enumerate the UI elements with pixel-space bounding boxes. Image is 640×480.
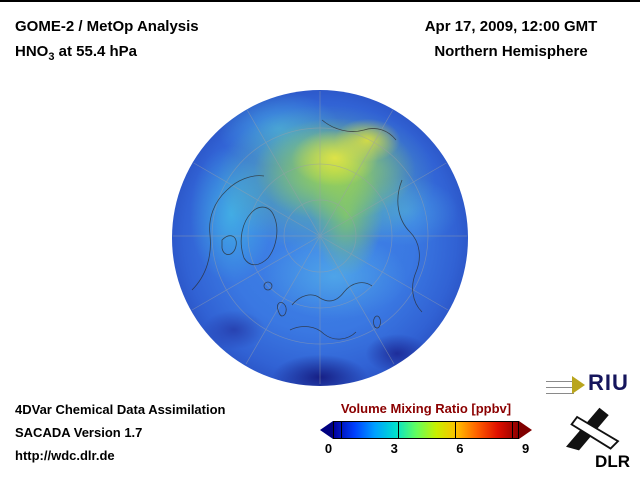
riu-triangle-icon bbox=[572, 376, 585, 394]
analysis-title: GOME-2 / MetOp Analysis bbox=[15, 18, 199, 35]
coastline-scandinavia bbox=[291, 282, 373, 306]
riu-logo-text: RIU bbox=[588, 370, 629, 395]
tick-label-0: 0 bbox=[324, 441, 333, 456]
tick-mark-0 bbox=[341, 422, 343, 438]
formula-rest: at 55.4 hPa bbox=[54, 43, 138, 60]
coastline-siberia bbox=[397, 179, 423, 313]
tick-mark-9 bbox=[512, 422, 514, 438]
version-label: SACADA Version 1.7 bbox=[15, 425, 143, 440]
riu-logo-line bbox=[546, 387, 574, 388]
species-level-title: HNO3 at 55.4 hPa bbox=[15, 39, 199, 70]
url-label: http://wdc.dlr.de bbox=[15, 448, 115, 463]
colorbar-right-arrow bbox=[519, 421, 532, 439]
coastline-greenland bbox=[240, 206, 278, 266]
coastline-caspian bbox=[373, 315, 381, 329]
colorbar-gradient bbox=[333, 421, 519, 439]
formula-base: HNO bbox=[15, 43, 49, 60]
dlr-wings-icon bbox=[566, 407, 620, 451]
tick-mark-3 bbox=[398, 422, 400, 438]
assimilation-label: 4DVar Chemical Data Assimilation bbox=[15, 402, 226, 417]
tick-label-3: 3 bbox=[390, 441, 398, 456]
header-right: Apr 17, 2009, 12:00 GMT Northern Hemisph… bbox=[395, 14, 627, 64]
riu-logo-line bbox=[546, 393, 574, 394]
colorbar: Volume Mixing Ratio [ppbv] 0 3 6 9 bbox=[320, 401, 532, 459]
coastline-iceland bbox=[263, 281, 273, 291]
coastlines bbox=[191, 119, 423, 340]
hemisphere-label: Northern Hemisphere bbox=[434, 43, 588, 60]
coastline-south-europe bbox=[289, 326, 357, 340]
tick-mark-6 bbox=[455, 422, 457, 438]
coastline-bering bbox=[321, 119, 397, 141]
header-left: GOME-2 / MetOp Analysis HNO3 at 55.4 hPa bbox=[15, 14, 199, 70]
colorbar-title: Volume Mixing Ratio [ppbv] bbox=[340, 401, 512, 416]
colorbar-bar bbox=[320, 421, 532, 439]
tick-label-9: 9 bbox=[522, 441, 530, 456]
dlr-logo: DLR bbox=[560, 404, 630, 472]
colorbar-left-arrow bbox=[320, 421, 333, 439]
coastline-hudson bbox=[221, 235, 237, 255]
hemisphere-map bbox=[172, 90, 468, 386]
tick-label-6: 6 bbox=[456, 441, 464, 456]
colorbar-tick-labels: 0 3 6 9 bbox=[320, 441, 532, 459]
riu-logo-line bbox=[546, 381, 574, 382]
footer-credits: 4DVar Chemical Data Assimilation SACADA … bbox=[15, 398, 226, 467]
formula-subscript: 3 bbox=[48, 51, 55, 63]
graticule bbox=[173, 91, 467, 384]
coastline-north-america bbox=[191, 175, 265, 291]
coastline-britain bbox=[277, 302, 287, 317]
riu-logo: RIU bbox=[546, 368, 632, 402]
dlr-logo-text: DLR bbox=[595, 452, 630, 471]
map-overlay bbox=[173, 91, 467, 384]
date-label: Apr 17, 2009, 12:00 GMT bbox=[424, 18, 598, 35]
